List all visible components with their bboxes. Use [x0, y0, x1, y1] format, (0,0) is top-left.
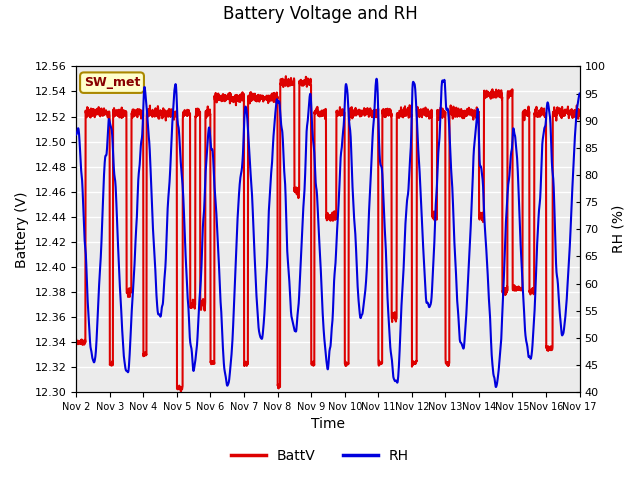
Line: BattV: BattV — [76, 76, 580, 392]
BattV — [576, 113, 584, 119]
BattV — [177, 389, 185, 395]
BattV — [546, 345, 554, 351]
RH — [492, 384, 500, 390]
BattV — [353, 109, 361, 115]
RH — [212, 215, 220, 221]
BattV — [72, 337, 80, 343]
BattV — [342, 362, 350, 368]
RH — [353, 269, 361, 275]
Y-axis label: Battery (V): Battery (V) — [15, 191, 29, 267]
RH — [72, 132, 80, 137]
Y-axis label: RH (%): RH (%) — [611, 205, 625, 253]
RH — [474, 107, 482, 112]
BattV — [213, 99, 221, 105]
X-axis label: Time: Time — [311, 418, 345, 432]
RH — [576, 91, 584, 96]
Line: RH: RH — [76, 79, 580, 387]
RH — [372, 76, 380, 82]
BattV — [282, 73, 290, 79]
BattV — [474, 108, 482, 114]
RH — [546, 110, 554, 116]
RH — [342, 81, 350, 87]
Text: Battery Voltage and RH: Battery Voltage and RH — [223, 5, 417, 23]
BattV — [532, 106, 540, 112]
Legend: BattV, RH: BattV, RH — [225, 443, 415, 468]
Text: SW_met: SW_met — [84, 76, 140, 89]
RH — [532, 284, 540, 290]
